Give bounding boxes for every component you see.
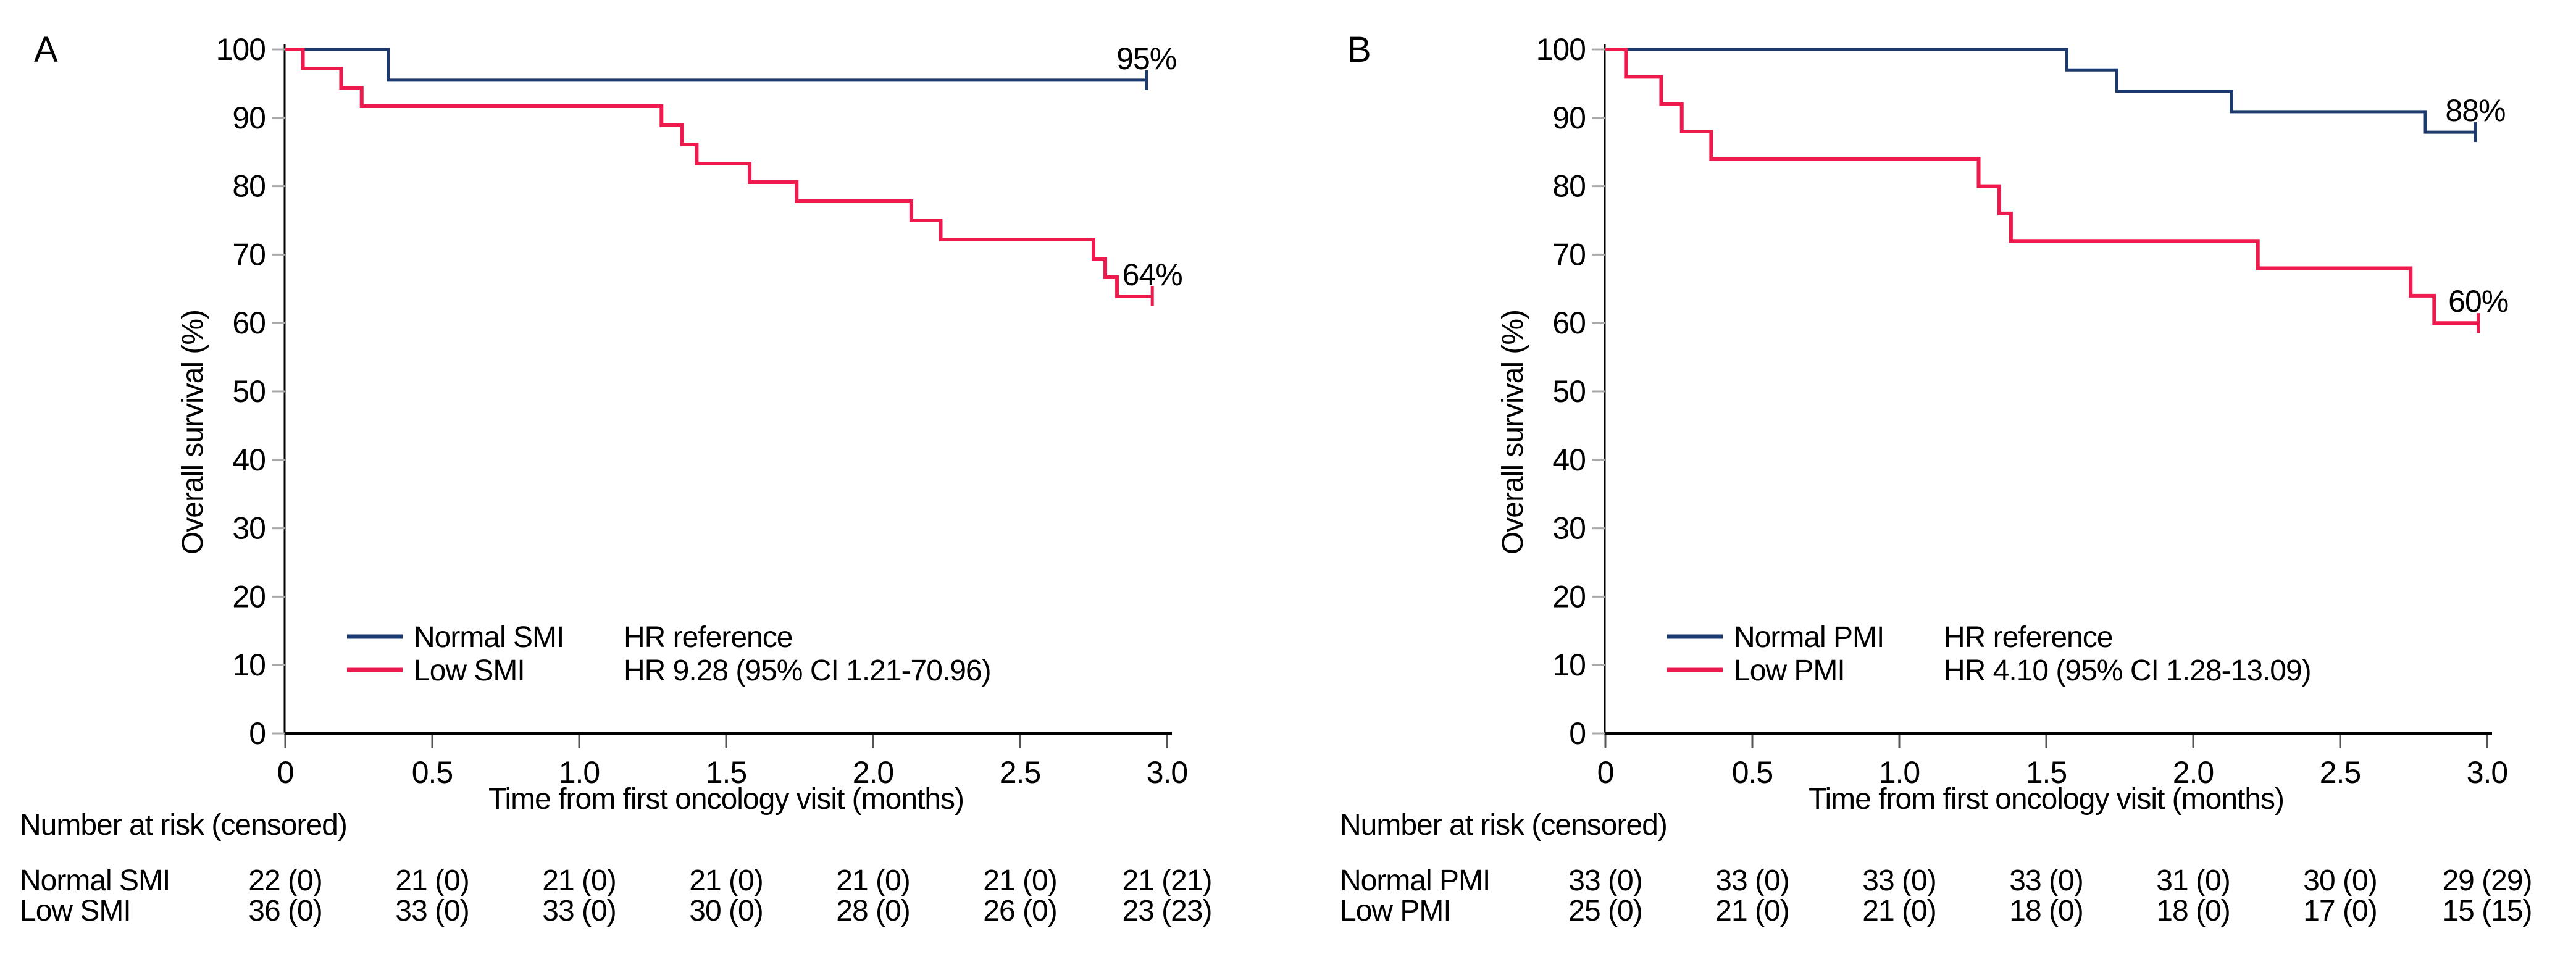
legend-label: Low SMI — [414, 654, 525, 687]
risk-value: 29 (29) — [2442, 864, 2532, 897]
x-tick-label: 1.0 — [1879, 755, 1920, 790]
risk-value: 25 (0) — [1568, 895, 1642, 927]
km-chart-b: B 0 10 20 30 40 50 60 70 80 90 100 0 0.5 1.0 1.5 2.0 2.5 3… — [1340, 30, 2533, 927]
y-tick-label: 10 — [1552, 648, 1586, 682]
risk-value: 21 (0) — [1862, 895, 1936, 927]
risk-value: 33 (0) — [542, 895, 616, 927]
legend-hr-text: HR reference — [1944, 621, 2112, 654]
risk-row-label: Low SMI — [20, 895, 131, 927]
risk-value: 21 (0) — [1715, 895, 1789, 927]
risk-value: 18 (0) — [2009, 895, 2083, 927]
x-tick-label: 0 — [277, 755, 294, 790]
risk-value: 21 (0) — [836, 864, 910, 897]
risk-row-label: Normal PMI — [1340, 864, 1490, 897]
risk-value: 22 (0) — [248, 864, 322, 897]
y-tick-label: 90 — [232, 101, 266, 135]
y-tick-label: 0 — [1569, 716, 1586, 751]
y-tick-label: 30 — [1552, 511, 1586, 546]
km-chart-a: A 0 10 20 30 40 50 60 70 80 90 100 0 0.5 1.0 1.5 2.0 2.5 3… — [20, 30, 1213, 927]
risk-row-label: Normal SMI — [20, 864, 170, 897]
y-tick-label: 40 — [1552, 443, 1586, 477]
x-tick-label: 0.5 — [412, 755, 453, 790]
risk-value: 33 (0) — [1862, 864, 1936, 897]
risk-value: 33 (0) — [2009, 864, 2083, 897]
risk-value: 21 (0) — [689, 864, 763, 897]
x-tick-label: 1.5 — [2026, 755, 2067, 790]
y-tick-label: 70 — [1552, 237, 1586, 272]
y-tick-label: 60 — [232, 306, 266, 340]
panel-a: A 0 10 20 30 40 50 60 70 80 90 100 0 0.5 1.0 1.5 2.0 2.5 3… — [20, 30, 1213, 927]
y-tick-label: 10 — [232, 648, 266, 682]
x-tick-label: 2.0 — [2173, 755, 2214, 790]
risk-value: 21 (21) — [1122, 864, 1211, 897]
risk-value: 33 (0) — [395, 895, 469, 927]
x-tick-label: 2.5 — [1000, 755, 1041, 790]
y-tick-label: 80 — [1552, 169, 1586, 204]
risk-value: 15 (15) — [2442, 895, 2532, 927]
risk-value: 17 (0) — [2303, 895, 2377, 927]
risk-value: 21 (0) — [983, 864, 1056, 897]
y-tick-label: 50 — [1552, 374, 1586, 409]
legend-label: Normal PMI — [1734, 621, 1884, 654]
risk-value: 28 (0) — [836, 895, 910, 927]
risk-value: 18 (0) — [2156, 895, 2230, 927]
y-tick-label: 20 — [232, 579, 266, 614]
y-tick-label: 70 — [232, 237, 266, 272]
x-tick-label: 3.0 — [1147, 755, 1188, 790]
x-tick-label: 2.0 — [853, 755, 894, 790]
y-tick-label: 50 — [232, 374, 266, 409]
survival-end-label: 60% — [2448, 284, 2508, 319]
y-tick-label: 100 — [1536, 32, 1586, 67]
risk-table-header: Number at risk (censored) — [20, 809, 347, 842]
risk-table-header: Number at risk (censored) — [1340, 809, 1667, 842]
risk-value: 26 (0) — [983, 895, 1056, 927]
km-curve-low-smi — [285, 48, 1153, 298]
panel-label: B — [1347, 30, 1371, 70]
legend-hr-text: HR reference — [624, 621, 792, 654]
risk-value: 33 (0) — [1568, 864, 1642, 897]
y-tick-label: 60 — [1552, 306, 1586, 340]
x-tick-label: 1.5 — [706, 755, 747, 790]
x-tick-label: 1.0 — [559, 755, 600, 790]
risk-value: 36 (0) — [248, 895, 322, 927]
survival-end-label: 64% — [1123, 257, 1182, 292]
panel-label: A — [34, 30, 58, 70]
risk-value: 30 (0) — [2303, 864, 2377, 897]
y-tick-label: 0 — [249, 716, 266, 751]
y-axis-title: Overall survival (%) — [177, 310, 209, 554]
x-tick-label: 0.5 — [1732, 755, 1773, 790]
legend-label: Normal SMI — [414, 621, 564, 654]
survival-end-label: 88% — [2445, 93, 2505, 128]
x-axis-title: Time from first oncology visit (months) — [488, 783, 964, 816]
risk-value: 33 (0) — [1715, 864, 1789, 897]
risk-value: 31 (0) — [2156, 864, 2230, 897]
x-axis-title: Time from first oncology visit (months) — [1809, 783, 2284, 816]
km-curve-normal-pmi — [1605, 48, 2475, 134]
km-curve-normal-smi — [285, 48, 1147, 82]
x-tick-label: 3.0 — [2467, 755, 2508, 790]
legend-label: Low PMI — [1734, 654, 1845, 687]
y-tick-label: 90 — [1552, 101, 1586, 135]
risk-value: 21 (0) — [395, 864, 469, 897]
y-tick-label: 80 — [232, 169, 266, 204]
risk-row-label: Low PMI — [1340, 895, 1451, 927]
risk-value: 23 (23) — [1122, 895, 1211, 927]
x-tick-label: 0 — [1597, 755, 1614, 790]
panel-b: B 0 10 20 30 40 50 60 70 80 90 100 0 0.5 1.0 1.5 2.0 2.5 3… — [1288, 0, 2576, 957]
y-tick-label: 40 — [232, 443, 266, 477]
y-tick-label: 30 — [232, 511, 266, 546]
risk-value: 30 (0) — [689, 895, 763, 927]
km-curve-low-pmi — [1605, 48, 2478, 325]
legend-hr-text: HR 4.10 (95% CI 1.28-13.09) — [1944, 654, 2311, 687]
y-tick-label: 100 — [216, 32, 266, 67]
y-tick-label: 20 — [1552, 579, 1586, 614]
x-tick-label: 2.5 — [2320, 755, 2361, 790]
survival-end-label: 95% — [1116, 41, 1176, 76]
legend-hr-text: HR 9.28 (95% CI 1.21-70.96) — [624, 654, 991, 687]
risk-value: 21 (0) — [542, 864, 616, 897]
y-axis-title: Overall survival (%) — [1497, 310, 1529, 554]
